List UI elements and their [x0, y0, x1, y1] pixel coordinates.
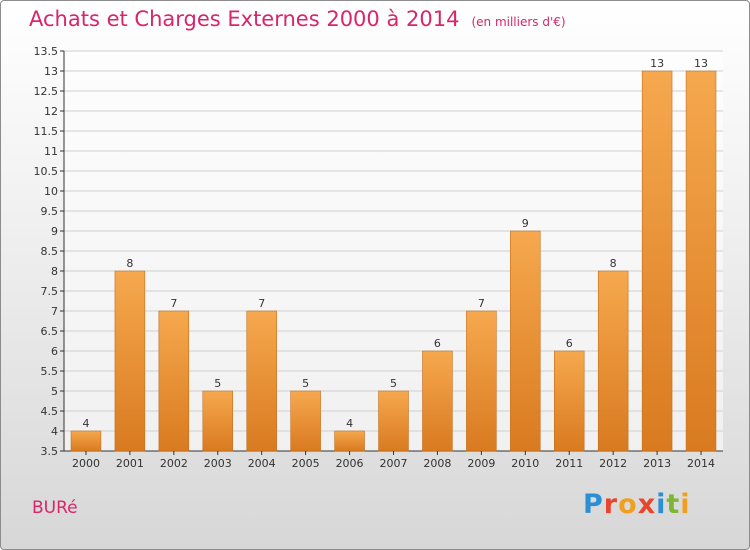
x-tick-label-2012: 2012 [599, 457, 627, 470]
y-tick-label: 9.5 [41, 205, 59, 218]
x-tick-label-2006: 2006 [336, 457, 364, 470]
y-tick-label: 7.5 [41, 285, 59, 298]
bar-2001 [114, 270, 146, 452]
x-tick-label-2000: 2000 [72, 457, 100, 470]
bar-2004 [246, 310, 277, 452]
bar-2000 [70, 430, 102, 452]
y-tick-label: 7 [51, 305, 58, 318]
data-label-2010: 9 [522, 217, 529, 230]
logo-letter: o [618, 489, 638, 520]
y-tick-label: 12.5 [34, 85, 59, 98]
bar-2013 [641, 70, 673, 452]
y-tick-label: 8.5 [41, 245, 59, 258]
x-tick-label-2007: 2007 [380, 457, 408, 470]
data-label-2014: 13 [694, 57, 708, 70]
x-tick-label-2014: 2014 [687, 457, 715, 470]
x-tick-label-2003: 2003 [204, 457, 232, 470]
y-tick-label: 8 [51, 265, 58, 278]
bar-2009 [466, 310, 497, 452]
y-tick-label: 4 [51, 425, 58, 438]
data-label-2012: 8 [610, 257, 617, 270]
y-tick-label: 13 [44, 65, 58, 78]
y-tick-label: 9 [51, 225, 58, 238]
y-tick-label: 5 [51, 385, 58, 398]
y-tick-label: 10 [44, 185, 58, 198]
chart-subtitle: (en milliers d'€) [471, 15, 566, 29]
data-label-2000: 4 [82, 417, 89, 430]
bar-2012 [597, 270, 629, 452]
x-tick-label-2002: 2002 [160, 457, 188, 470]
bar-2014 [685, 70, 717, 452]
proxiti-logo: Proxiti [583, 489, 691, 520]
x-tick-label-2010: 2010 [511, 457, 539, 470]
data-label-2005: 5 [302, 377, 309, 390]
y-tick-label: 10.5 [34, 165, 59, 178]
data-label-2004: 7 [258, 297, 265, 310]
y-tick-label: 11 [44, 145, 58, 158]
chart-title: Achats et Charges Externes 2000 à 2014 [29, 7, 460, 31]
x-tick-label-2008: 2008 [423, 457, 451, 470]
bar-2006 [334, 430, 365, 452]
data-label-2008: 6 [434, 337, 441, 350]
data-label-2011: 6 [566, 337, 573, 350]
y-tick-label: 3.5 [41, 445, 59, 458]
x-tick-label-2009: 2009 [467, 457, 495, 470]
bar-2005 [290, 390, 321, 452]
logo-letter: i [680, 489, 691, 520]
data-label-2002: 7 [170, 297, 177, 310]
place-name: BURé [32, 498, 78, 518]
y-tick-label: 11.5 [34, 125, 59, 138]
x-tick-label-2011: 2011 [555, 457, 583, 470]
x-tick-label-2001: 2001 [116, 457, 144, 470]
logo-letter: t [666, 489, 681, 520]
data-label-2001: 8 [126, 257, 133, 270]
y-tick-label: 6 [51, 345, 58, 358]
data-label-2013: 13 [650, 57, 664, 70]
bar-2002 [158, 310, 190, 452]
data-label-2006: 4 [346, 417, 353, 430]
y-tick-label: 12 [44, 105, 58, 118]
y-tick-label: 13.5 [34, 45, 59, 58]
bar-2003 [202, 390, 234, 452]
bar-2010 [510, 230, 541, 452]
data-label-2009: 7 [478, 297, 485, 310]
bar-2008 [422, 350, 453, 452]
title-row: Achats et Charges Externes 2000 à 2014 (e… [29, 7, 566, 31]
x-tick-label-2013: 2013 [643, 457, 671, 470]
data-label-2003: 5 [214, 377, 221, 390]
y-tick-label: 4.5 [41, 405, 59, 418]
logo-letter: r [603, 489, 619, 520]
x-tick-label-2005: 2005 [292, 457, 320, 470]
logo-letter: P [583, 489, 604, 520]
bar-2007 [378, 390, 409, 452]
x-tick-label-2004: 2004 [248, 457, 276, 470]
logo-letter: i [656, 489, 667, 520]
y-tick-label: 5.5 [41, 365, 59, 378]
bar-2011 [553, 350, 585, 452]
data-label-2007: 5 [390, 377, 397, 390]
y-tick-label: 6.5 [41, 325, 59, 338]
logo-letter: x [637, 489, 657, 520]
